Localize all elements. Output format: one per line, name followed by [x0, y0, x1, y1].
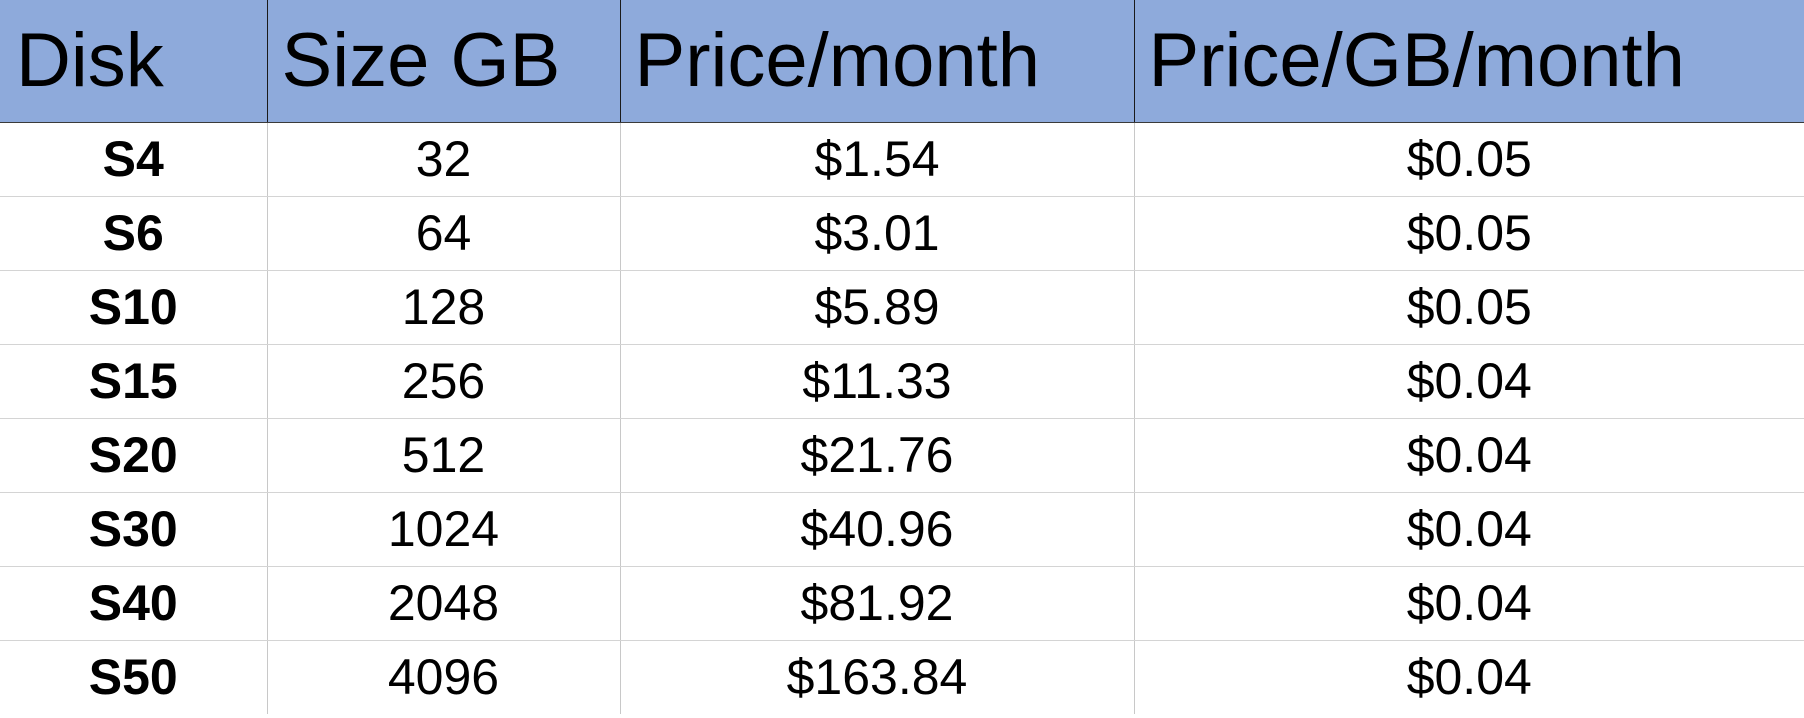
price-gb-month-cell[interactable]: $0.05 — [1133, 270, 1804, 345]
table-row: S20 512 $21.76 $0.04 — [0, 418, 1804, 493]
price-month-cell[interactable]: $21.76 — [619, 418, 1134, 493]
table-row: S4 32 $1.54 $0.05 — [0, 122, 1804, 197]
table-row: S10 128 $5.89 $0.05 — [0, 270, 1804, 345]
size-gb-cell[interactable]: 64 — [266, 196, 620, 271]
price-month-cell[interactable]: $1.54 — [619, 122, 1134, 197]
disk-cell[interactable]: S30 — [0, 492, 267, 567]
header-cell-price-gb-month[interactable]: Price/GB/month — [1133, 0, 1804, 123]
size-gb-cell[interactable]: 1024 — [266, 492, 620, 567]
price-month-cell[interactable]: $40.96 — [619, 492, 1134, 567]
price-gb-month-cell[interactable]: $0.05 — [1133, 196, 1804, 271]
size-gb-cell[interactable]: 2048 — [266, 566, 620, 641]
table-row: S50 4096 $163.84 $0.04 — [0, 640, 1804, 714]
price-month-cell[interactable]: $5.89 — [619, 270, 1134, 345]
table-row: S30 1024 $40.96 $0.04 — [0, 492, 1804, 567]
table-row: S40 2048 $81.92 $0.04 — [0, 566, 1804, 641]
header-cell-size-gb[interactable]: Size GB — [266, 0, 620, 123]
disk-cell[interactable]: S40 — [0, 566, 267, 641]
size-gb-cell[interactable]: 256 — [266, 344, 620, 419]
price-month-cell[interactable]: $81.92 — [619, 566, 1134, 641]
table-row: S6 64 $3.01 $0.05 — [0, 196, 1804, 271]
size-gb-cell[interactable]: 32 — [266, 122, 620, 197]
size-gb-cell[interactable]: 512 — [266, 418, 620, 493]
price-gb-month-cell[interactable]: $0.04 — [1133, 566, 1804, 641]
header-row: Disk Size GB Price/month Price/GB/month — [0, 0, 1804, 123]
price-month-cell[interactable]: $163.84 — [619, 640, 1134, 714]
disk-cell[interactable]: S10 — [0, 270, 267, 345]
disk-cell[interactable]: S6 — [0, 196, 267, 271]
price-month-cell[interactable]: $11.33 — [619, 344, 1134, 419]
header-cell-price-month[interactable]: Price/month — [619, 0, 1134, 123]
price-gb-month-cell[interactable]: $0.05 — [1133, 122, 1804, 197]
table-row: S15 256 $11.33 $0.04 — [0, 344, 1804, 419]
size-gb-cell[interactable]: 128 — [266, 270, 620, 345]
disk-cell[interactable]: S20 — [0, 418, 267, 493]
header-cell-disk[interactable]: Disk — [0, 0, 267, 123]
size-gb-cell[interactable]: 4096 — [266, 640, 620, 714]
disk-cell[interactable]: S15 — [0, 344, 267, 419]
price-gb-month-cell[interactable]: $0.04 — [1133, 492, 1804, 567]
price-month-cell[interactable]: $3.01 — [619, 196, 1134, 271]
disk-cell[interactable]: S50 — [88, 649, 178, 706]
price-gb-month-cell[interactable]: $0.04 — [1133, 640, 1804, 714]
price-gb-month-cell[interactable]: $0.04 — [1133, 344, 1804, 419]
disk-cell[interactable]: S4 — [0, 122, 267, 197]
price-gb-month-cell[interactable]: $0.04 — [1133, 418, 1804, 493]
